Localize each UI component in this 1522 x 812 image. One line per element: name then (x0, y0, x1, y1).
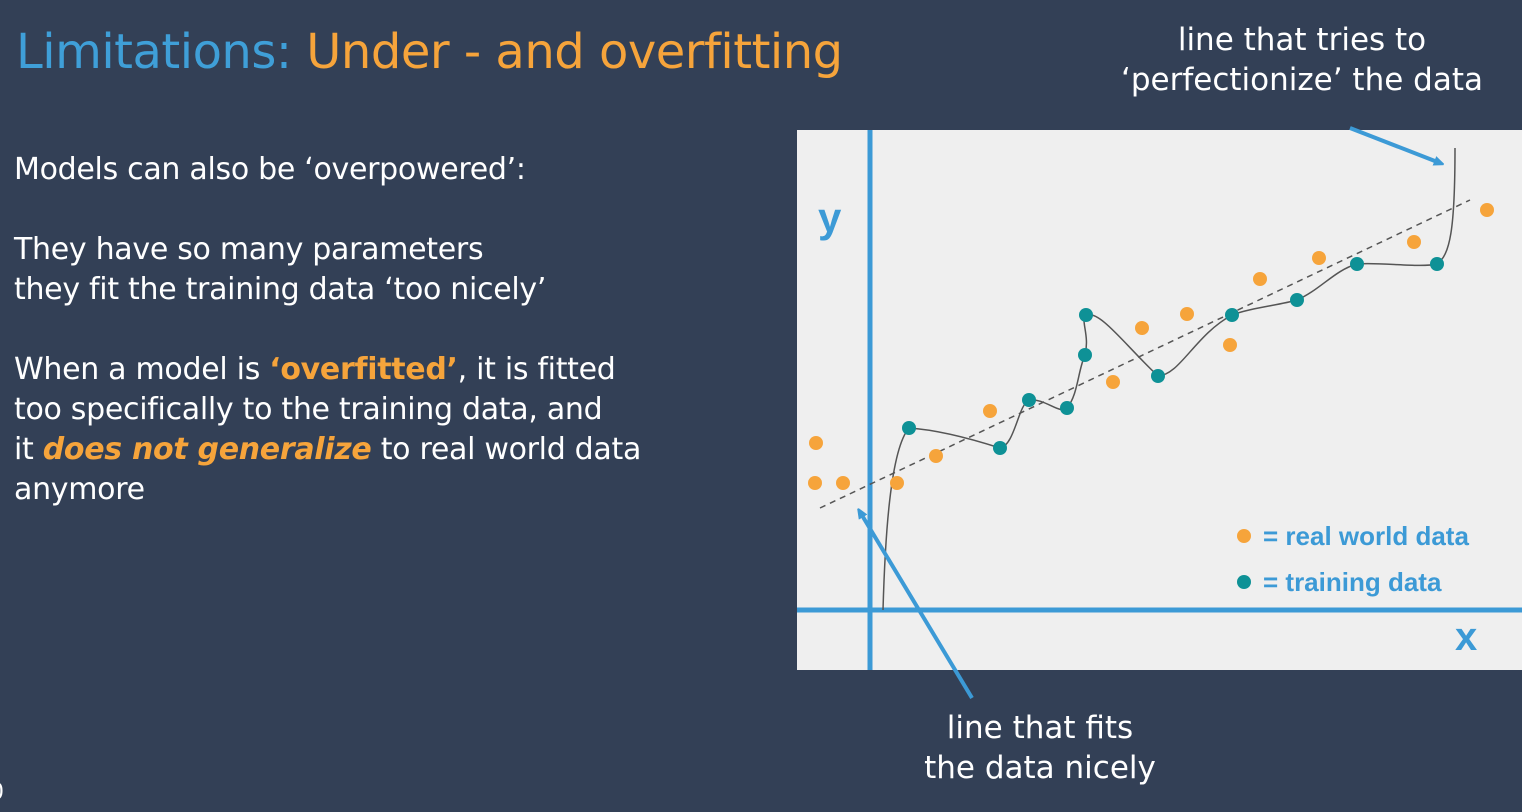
generalize-highlight: does not generalize (42, 432, 372, 467)
training-point (1290, 293, 1304, 307)
good-fit-callout-arrow (860, 512, 974, 700)
training-point (1151, 369, 1165, 383)
real-world-point (836, 476, 850, 490)
training-point (1078, 348, 1092, 362)
real-world-point (1106, 375, 1120, 389)
page-number: 0 (0, 780, 4, 805)
y-axis-label: y (818, 194, 842, 241)
training-point (1225, 308, 1239, 322)
real-world-point (809, 436, 823, 450)
overfit-callout-arrow (1349, 126, 1440, 163)
training-point (902, 421, 916, 435)
real-world-point (929, 449, 943, 463)
training-point (1022, 393, 1036, 407)
overfitted-highlight: ‘overfitted’ (269, 352, 458, 387)
slide-title: Limitations: Under - and overfitting (16, 24, 843, 80)
real-world-point (1480, 203, 1494, 217)
real-world-points (808, 203, 1494, 490)
body-line-2: They have so many parameters (14, 232, 484, 267)
body-line-6-pre: it (14, 432, 43, 467)
training-point (1060, 401, 1074, 415)
overfit-line-callout: line that tries to ‘perfectionize’ the d… (1082, 20, 1522, 100)
legend-real-world-label: = real world data (1263, 521, 1469, 551)
legend-real-world-swatch (1237, 529, 1251, 543)
real-world-point (1180, 307, 1194, 321)
good-fit-line (819, 199, 1471, 509)
overfit-callout-line-2: ‘perfectionize’ the data (1121, 62, 1483, 98)
training-point (1079, 308, 1093, 322)
real-world-point (890, 476, 904, 490)
training-point (1430, 257, 1444, 271)
good-fit-callout-line-2: the data nicely (924, 750, 1156, 786)
legend-training-swatch (1237, 575, 1251, 589)
body-line-5: too specifically to the training data, a… (14, 392, 603, 427)
real-world-point (1223, 338, 1237, 352)
real-world-point (983, 404, 997, 418)
good-fit-line-callout: line that fits the data nicely (880, 708, 1200, 788)
plot-area (797, 130, 1522, 670)
real-world-point (1312, 251, 1326, 265)
good-fit-callout-line-1: line that fits (946, 710, 1134, 746)
body-line-7: anymore (14, 472, 145, 507)
training-points (902, 257, 1444, 455)
title-prefix: Limitations: (16, 24, 307, 80)
overfit-callout-line-1: line that tries to (1177, 22, 1427, 58)
body-line-4-post: , it is fitted (457, 352, 616, 387)
body-line-4: When a model is ‘overfitted’, it is fitt… (14, 350, 754, 390)
x-axis-label: x (1455, 615, 1477, 659)
body-text: Models can also be ‘overpowered’: They h… (14, 150, 754, 510)
body-line-6-post: to real world data (371, 432, 642, 467)
title-topic: Under - and overfitting (306, 24, 843, 80)
body-line-3: they fit the training data ‘too nicely’ (14, 272, 547, 307)
real-world-point (808, 476, 822, 490)
legend-training-label: = training data (1263, 567, 1442, 597)
real-world-point (1407, 235, 1421, 249)
body-line-4-pre: When a model is (14, 352, 270, 387)
body-line-6: it does not generalize to real world dat… (14, 430, 754, 470)
training-point (1350, 257, 1364, 271)
body-line-1: Models can also be ‘overpowered’: (14, 152, 526, 187)
real-world-point (1135, 321, 1149, 335)
training-point (993, 441, 1007, 455)
real-world-point (1253, 272, 1267, 286)
